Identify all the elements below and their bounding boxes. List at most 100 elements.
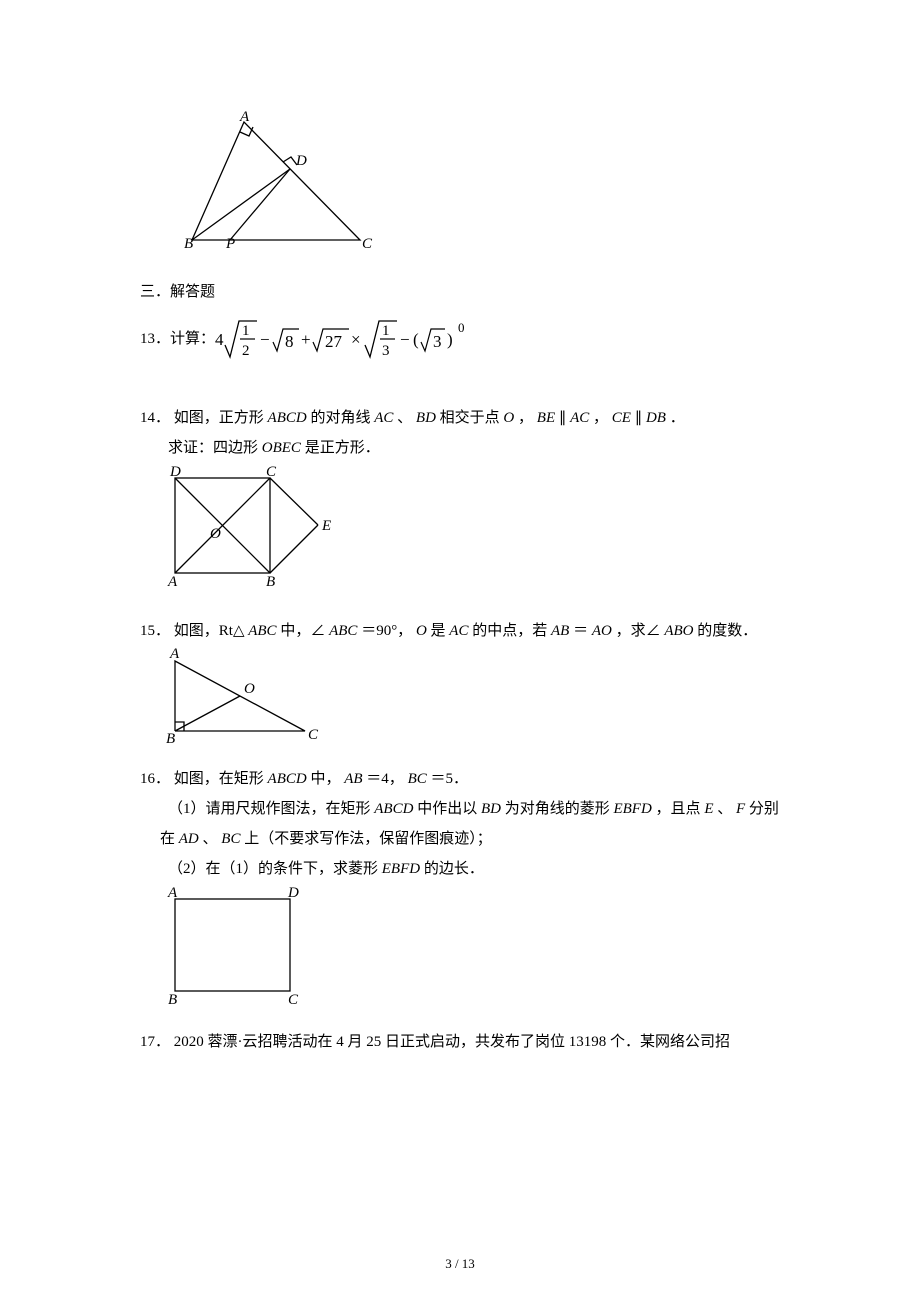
q13-formula: 4 1 2 − 8 + bbox=[215, 315, 505, 363]
q14-db: DB bbox=[646, 410, 666, 426]
q16-eq2: ＝5． bbox=[430, 771, 468, 787]
q14-number: 14． bbox=[140, 410, 170, 426]
svg-text:D: D bbox=[295, 153, 307, 169]
svg-text:C: C bbox=[266, 464, 277, 480]
q14-bd: BD bbox=[416, 410, 436, 426]
question-14: 14． 如图，正方形 ABCD 的对角线 AC 、 BD 相交于点 O ， BE… bbox=[140, 403, 780, 598]
svg-text:B: B bbox=[184, 236, 193, 250]
q14-abcd: ABCD bbox=[268, 410, 307, 426]
svg-text:A: A bbox=[167, 885, 178, 901]
q16-p1c: 为对角线的菱形 bbox=[505, 801, 614, 817]
svg-text:8: 8 bbox=[285, 332, 294, 351]
svg-text:): ) bbox=[447, 330, 453, 349]
q14-t3: 、 bbox=[397, 410, 412, 426]
svg-text:C: C bbox=[362, 236, 373, 250]
svg-text:O: O bbox=[244, 681, 255, 697]
svg-text:B: B bbox=[168, 992, 177, 1008]
q16-p1l2c: 上（不要求写作法，保留作图痕迹）； bbox=[244, 831, 492, 847]
svg-text:27: 27 bbox=[325, 332, 343, 351]
q14-ac2: AC bbox=[570, 410, 589, 426]
q14-ce: CE bbox=[612, 410, 631, 426]
q15-t5: 的中点，若 bbox=[472, 623, 551, 639]
q16-eq1: ＝4， bbox=[366, 771, 404, 787]
q15-t7: 的度数． bbox=[697, 623, 757, 639]
q16-t2: 中， bbox=[310, 771, 340, 787]
q15-ac: AC bbox=[449, 623, 468, 639]
q15-t4: 是 bbox=[431, 623, 450, 639]
svg-text:B: B bbox=[166, 731, 175, 746]
q14-ac: AC bbox=[374, 410, 393, 426]
question-15: 15． 如图，Rt△ ABC 中，∠ ABC ＝90°， O 是 AC 的中点，… bbox=[140, 616, 780, 746]
figure-q14: D C E A B O bbox=[160, 463, 780, 598]
q16-bc: BC bbox=[408, 771, 427, 787]
q16-number: 16． bbox=[140, 771, 170, 787]
q15-abc: ABC bbox=[248, 623, 276, 639]
q14-t4: 相交于点 bbox=[440, 410, 504, 426]
question-17: 17． 2020 蓉漂·云招聘活动在 4 月 25 日正式启动，共发布了岗位 1… bbox=[140, 1027, 780, 1057]
q16-abcd2: ABCD bbox=[374, 801, 413, 817]
svg-text:−: − bbox=[260, 330, 270, 349]
svg-text:×: × bbox=[351, 330, 361, 349]
q15-abc2: ABC bbox=[329, 623, 357, 639]
svg-text:−: − bbox=[400, 330, 410, 349]
svg-text:2: 2 bbox=[242, 343, 250, 359]
q16-ebfd: EBFD bbox=[613, 801, 651, 817]
q16-p2b: 的边长． bbox=[424, 861, 484, 877]
q14-t2: 的对角线 bbox=[310, 410, 374, 426]
question-13: 13． 计算： 4 1 2 − bbox=[140, 315, 780, 363]
svg-text:A: A bbox=[167, 574, 178, 590]
page-number: 3 / 13 bbox=[0, 1256, 920, 1272]
q14-t5: ， bbox=[518, 410, 533, 426]
q14-l2a: 求证：四边形 bbox=[168, 440, 262, 456]
q15-t3: ＝90°， bbox=[361, 623, 412, 639]
q15-t1: 如图，Rt△ bbox=[174, 623, 245, 639]
q14-t6: ， bbox=[593, 410, 608, 426]
svg-text:3: 3 bbox=[433, 332, 442, 351]
q15-ao: AO bbox=[592, 623, 612, 639]
svg-text:+: + bbox=[301, 330, 311, 349]
svg-text:O: O bbox=[210, 526, 221, 542]
q14-o: O bbox=[503, 410, 514, 426]
svg-text:C: C bbox=[288, 992, 299, 1008]
svg-text:D: D bbox=[169, 464, 181, 480]
q15-t6: ，求∠ bbox=[616, 623, 661, 639]
q17-number: 17． bbox=[140, 1034, 170, 1050]
q16-p2a: （2）在（1）的条件下，求菱形 bbox=[168, 861, 382, 877]
figure-q16: A D B C bbox=[160, 884, 780, 1009]
q14-l2b: 是正方形． bbox=[305, 440, 380, 456]
svg-text:A: A bbox=[239, 110, 250, 125]
svg-text:1: 1 bbox=[242, 323, 250, 339]
q15-ab: AB bbox=[551, 623, 569, 639]
q16-f: F bbox=[736, 801, 745, 817]
q14-t7: ． bbox=[670, 410, 685, 426]
q16-p1l2b: 、 bbox=[203, 831, 218, 847]
q15-o: O bbox=[416, 623, 427, 639]
q16-p1l2a: 在 bbox=[160, 831, 179, 847]
svg-text:E: E bbox=[321, 518, 331, 534]
svg-text:3: 3 bbox=[382, 343, 390, 359]
q16-e: E bbox=[704, 801, 713, 817]
q16-bc2: BC bbox=[221, 831, 240, 847]
q15-t2: 中，∠ bbox=[280, 623, 325, 639]
question-16: 16． 如图，在矩形 ABCD 中， AB ＝4， BC ＝5． （1）请用尺规… bbox=[140, 764, 780, 1009]
section-heading-3: 三．解答题 bbox=[140, 280, 780, 301]
svg-text:P: P bbox=[225, 236, 235, 250]
svg-text:D: D bbox=[287, 885, 299, 901]
q16-p1a: （1）请用尺规作图法，在矩形 bbox=[168, 801, 374, 817]
q16-ab: AB bbox=[344, 771, 362, 787]
q14-be: BE bbox=[537, 410, 555, 426]
svg-text:(: ( bbox=[413, 330, 419, 349]
q14-par1: ∥ bbox=[559, 410, 567, 426]
q13-number: 13． bbox=[140, 324, 170, 354]
q16-p1b: 中作出以 bbox=[417, 801, 481, 817]
q16-p1f: 分别 bbox=[749, 801, 779, 817]
svg-text:1: 1 bbox=[382, 323, 390, 339]
q15-abo: ABO bbox=[664, 623, 693, 639]
figure-q15: A O B C bbox=[160, 646, 780, 746]
q13-lead: 计算： bbox=[170, 324, 215, 354]
q16-bd: BD bbox=[481, 801, 501, 817]
q16-t1: 如图，在矩形 bbox=[174, 771, 268, 787]
svg-text:B: B bbox=[266, 574, 275, 590]
q14-obec: OBEC bbox=[262, 440, 301, 456]
svg-text:0: 0 bbox=[458, 320, 465, 335]
